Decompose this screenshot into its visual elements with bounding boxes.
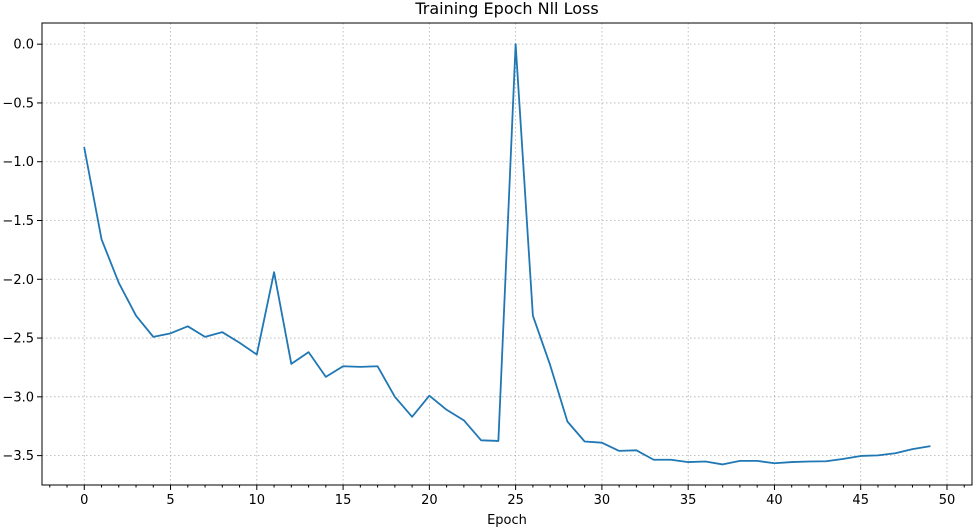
grid-lines	[42, 23, 972, 485]
y-tick-label: −3.0	[2, 390, 34, 405]
y-axis-ticks: 0.0 −0.5 −1.0 −1.5 −2.0 −2.5 −3.0 −3.5	[2, 38, 42, 464]
y-tick-label: −0.5	[2, 96, 34, 111]
y-tick-label: −3.5	[2, 449, 34, 464]
y-tick-label: −2.5	[2, 332, 34, 347]
chart-title: Training Epoch Nll Loss	[414, 0, 598, 18]
x-tick-label: 20	[421, 493, 438, 508]
x-tick-label: 15	[335, 493, 352, 508]
x-tick-label: 30	[594, 493, 611, 508]
x-tick-label: 50	[939, 493, 956, 508]
x-tick-label: 45	[852, 493, 869, 508]
x-tick-label: 35	[680, 493, 697, 508]
x-tick-label: 0	[80, 493, 88, 508]
x-axis-label: Epoch	[487, 513, 527, 527]
plot-frame	[41, 22, 973, 486]
y-tick-label: −1.5	[2, 214, 34, 229]
series-layer	[83, 43, 931, 466]
x-tick-label: 25	[507, 493, 524, 508]
y-tick-label: −1.0	[2, 155, 34, 170]
series-line-nll-loss	[83, 43, 931, 466]
y-tick-label: 0.0	[13, 38, 34, 53]
x-axis-ticks: 0 5 10 15 20 25 30 35 40 45 50	[49, 485, 965, 508]
x-tick-label: 40	[766, 493, 783, 508]
x-tick-label: 10	[249, 493, 266, 508]
y-tick-label: −2.0	[2, 273, 34, 288]
x-tick-label: 5	[166, 493, 174, 508]
